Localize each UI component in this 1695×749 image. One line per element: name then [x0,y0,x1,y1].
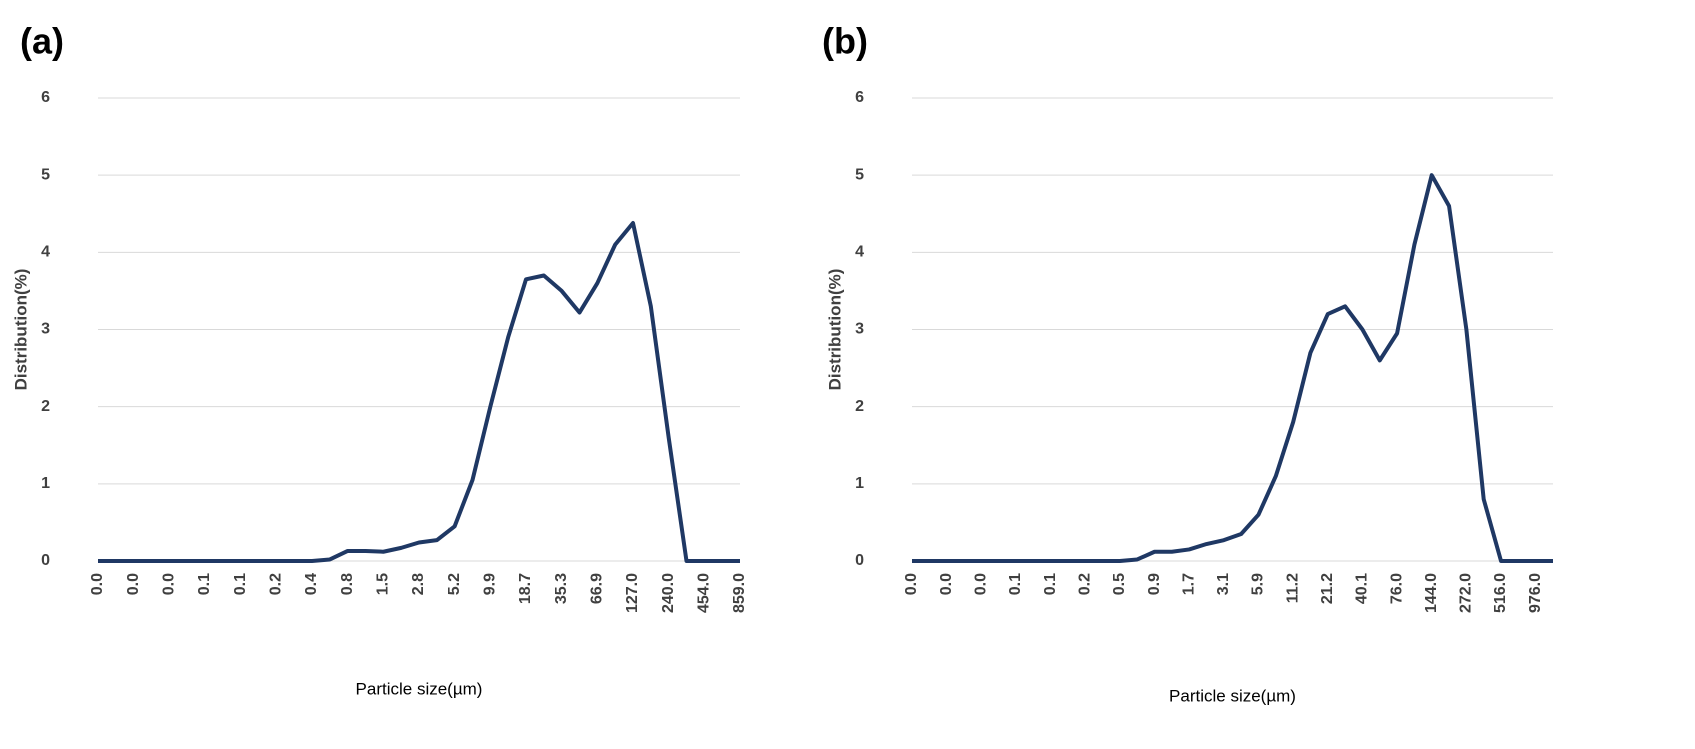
x-tick-label: 1.7 [1180,573,1197,595]
x-tick-label: 0.2 [268,573,285,595]
x-axis-label: Particle size(µm) [356,679,483,698]
y-tick-label: 3 [855,321,864,338]
y-tick-label: 2 [855,398,864,415]
x-tick-label: 0.1 [232,573,249,595]
x-tick-label: 272.0 [1458,573,1475,613]
x-tick-label: 0.0 [903,573,920,595]
x-tick-label: 0.5 [1111,573,1128,595]
chart-title: (b) [822,21,868,62]
y-tick-label: 3 [41,321,50,338]
y-tick-label: 4 [855,244,864,261]
x-tick-label: 1.5 [375,573,392,595]
chart-title: (a) [20,21,64,62]
y-tick-label: 1 [855,475,864,492]
x-tick-label: 0.1 [196,573,213,595]
x-tick-label: 0.0 [161,573,178,595]
x-tick-label: 859.0 [731,573,748,613]
y-tick-label: 6 [855,89,864,106]
data-line [98,221,740,563]
x-tick-label: 2.8 [410,573,427,595]
x-tick-label: 35.3 [553,573,570,604]
y-tick-label: 2 [41,398,50,415]
x-tick-label: 5.9 [1250,573,1267,595]
x-tick-label: 9.9 [482,573,499,595]
y-tick-label: 6 [41,89,50,106]
y-tick-label: 0 [855,552,864,569]
x-tick-label: 0.4 [303,573,320,595]
y-tick-label: 5 [855,166,864,183]
x-tick-label: 976.0 [1527,573,1544,613]
y-tick-label: 1 [41,475,50,492]
x-tick-label: 0.2 [1076,573,1093,595]
y-axis-label: Distribution(%) [11,269,30,391]
x-tick-label: 0.0 [89,573,106,595]
x-tick-label: 127.0 [624,573,641,613]
x-tick-label: 76.0 [1388,573,1405,604]
x-tick-label: 5.2 [446,573,463,595]
y-tick-label: 4 [41,244,50,261]
x-tick-label: 18.7 [517,573,534,604]
x-tick-label: 454.0 [696,573,713,613]
x-tick-label: 0.0 [125,573,142,595]
y-tick-label: 0 [41,552,50,569]
y-axis-label: Distribution(%) [825,269,844,391]
x-tick-label: 516.0 [1492,573,1509,613]
x-tick-label: 0.8 [339,573,356,595]
y-tick-label: 5 [41,166,50,183]
x-tick-label: 21.2 [1319,573,1336,604]
x-tick-label: 11.2 [1284,573,1301,603]
x-tick-label: 66.9 [589,573,606,604]
x-tick-label: 0.1 [1007,573,1024,595]
x-tick-label: 240.0 [660,573,677,613]
x-tick-label: 0.0 [938,573,955,595]
x-tick-label: 0.9 [1146,573,1163,595]
x-tick-label: 0.0 [973,573,990,595]
data-line [912,173,1553,563]
x-axis-label: Particle size(µm) [1169,686,1296,705]
x-tick-label: 0.1 [1042,573,1059,595]
x-tick-label: 40.1 [1354,573,1371,604]
x-tick-label: 3.1 [1215,573,1232,595]
x-tick-label: 144.0 [1423,573,1440,613]
